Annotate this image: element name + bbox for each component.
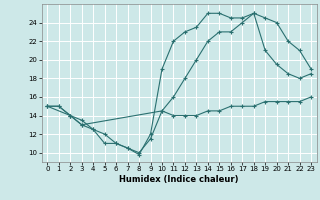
X-axis label: Humidex (Indice chaleur): Humidex (Indice chaleur)	[119, 175, 239, 184]
